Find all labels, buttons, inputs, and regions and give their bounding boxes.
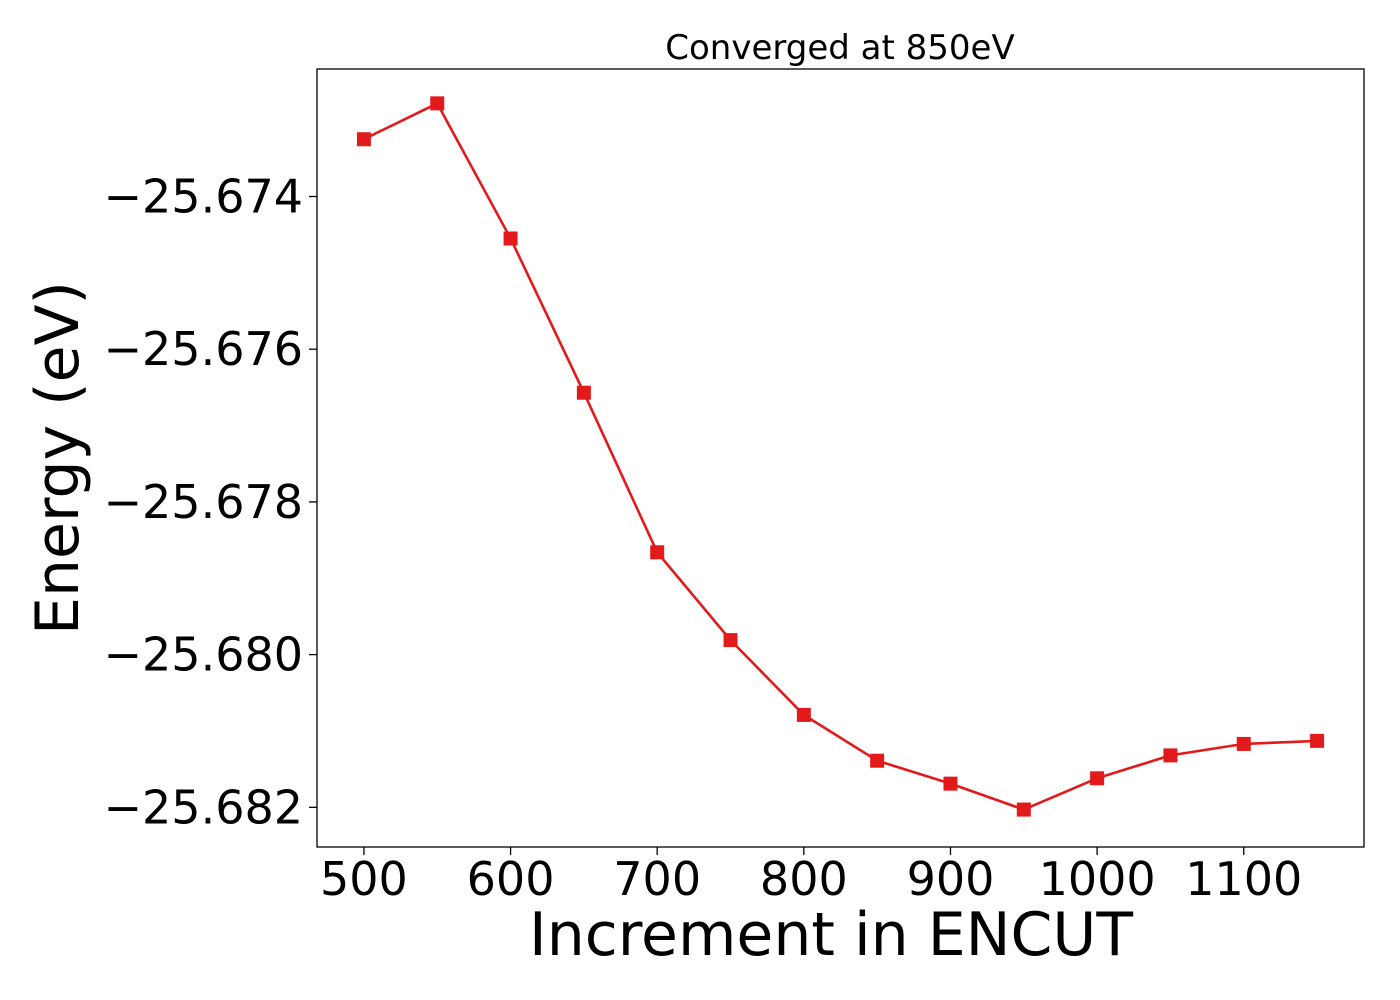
x-tick-label: 800 [760, 852, 848, 906]
data-point-marker [1236, 736, 1251, 751]
data-point-marker [503, 231, 518, 246]
y-axis-label: Energy (eV) [23, 281, 93, 635]
y-tick-label: −25.682 [104, 780, 304, 834]
y-tick-label: −25.676 [104, 322, 304, 376]
y-tick-label: −25.678 [104, 475, 304, 529]
x-tick-label: 900 [907, 852, 995, 906]
chart-title: Converged at 850eV [665, 28, 1014, 68]
series-line [363, 102, 1318, 811]
data-point-marker [356, 132, 371, 147]
data-point-marker [870, 753, 885, 768]
y-axis-ticks: −25.674 −25.676 −25.678 −25.680 −25.682 [104, 170, 317, 834]
x-tick-label: 1000 [1039, 852, 1156, 906]
y-tick-label: −25.674 [104, 170, 304, 224]
plot-area-frame [316, 68, 1365, 848]
x-tick-label: 600 [467, 852, 555, 906]
data-point-marker [430, 96, 445, 111]
data-point-marker [1310, 733, 1325, 748]
data-point-marker [1016, 802, 1031, 817]
x-tick-label: 500 [320, 852, 408, 906]
data-point-marker [576, 385, 591, 400]
x-tick-label: 1100 [1185, 852, 1302, 906]
data-point-marker [650, 545, 665, 560]
x-axis-label: Increment in ENCUT [529, 900, 1133, 970]
x-axis-ticks: 500 600 700 800 900 1000 1100 [320, 847, 1302, 906]
data-point-marker [1163, 748, 1178, 763]
data-point-marker [1090, 771, 1105, 786]
data-point-marker [723, 633, 738, 648]
x-tick-label: 700 [613, 852, 701, 906]
data-point-marker [943, 776, 958, 791]
series-layer [356, 96, 1325, 817]
data-point-marker [796, 707, 811, 722]
y-tick-label: −25.680 [104, 628, 304, 682]
